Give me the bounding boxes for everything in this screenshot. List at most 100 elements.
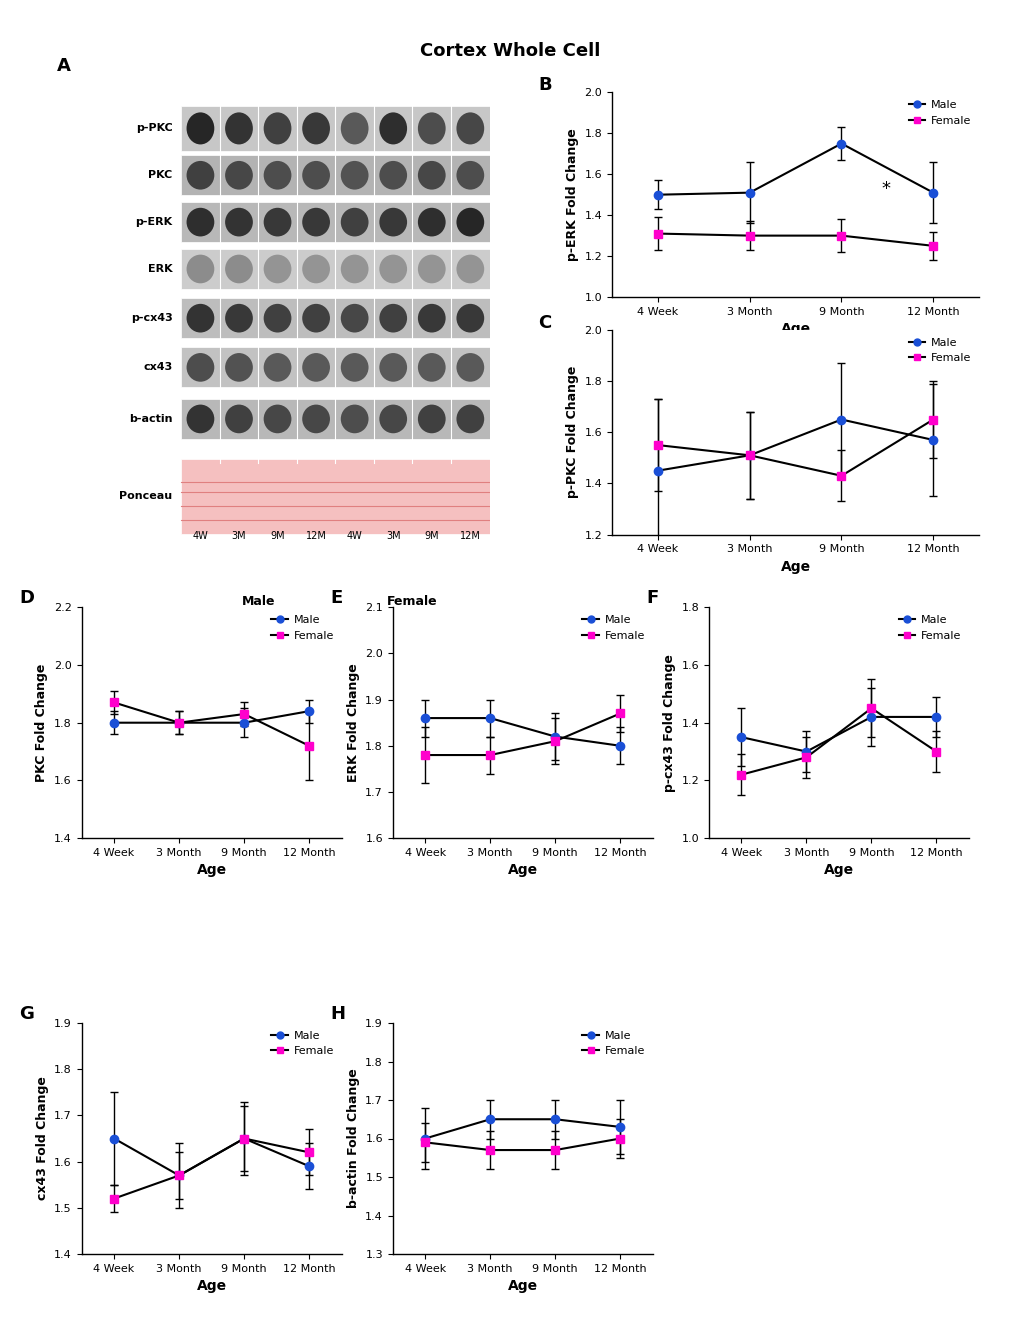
Text: p-cx43: p-cx43 bbox=[130, 313, 172, 323]
Legend: Male, Female: Male, Female bbox=[906, 335, 973, 366]
Text: A: A bbox=[57, 57, 70, 74]
Ellipse shape bbox=[418, 255, 445, 284]
Y-axis label: p-PKC Fold Change: p-PKC Fold Change bbox=[566, 366, 579, 499]
Ellipse shape bbox=[225, 352, 253, 381]
Text: Ponceau: Ponceau bbox=[119, 491, 172, 502]
Ellipse shape bbox=[186, 255, 214, 284]
Bar bbox=[181, 298, 489, 338]
Legend: Male, Female: Male, Female bbox=[269, 1028, 336, 1059]
Text: 9M: 9M bbox=[424, 531, 438, 541]
Text: C: C bbox=[538, 314, 551, 331]
Y-axis label: cx43 Fold Change: cx43 Fold Change bbox=[36, 1077, 49, 1200]
X-axis label: Age: Age bbox=[197, 863, 226, 878]
Ellipse shape bbox=[379, 304, 407, 333]
Ellipse shape bbox=[455, 207, 484, 236]
Ellipse shape bbox=[379, 161, 407, 190]
Text: H: H bbox=[330, 1005, 345, 1023]
Ellipse shape bbox=[418, 405, 445, 433]
Ellipse shape bbox=[418, 352, 445, 381]
Ellipse shape bbox=[340, 161, 368, 190]
Ellipse shape bbox=[455, 112, 484, 144]
Text: 3M: 3M bbox=[385, 531, 400, 541]
Text: Male: Male bbox=[242, 594, 275, 607]
X-axis label: Age: Age bbox=[197, 1279, 226, 1294]
Text: 9M: 9M bbox=[270, 531, 284, 541]
Text: G: G bbox=[19, 1005, 34, 1023]
Ellipse shape bbox=[302, 304, 330, 333]
Bar bbox=[181, 399, 489, 438]
X-axis label: Age: Age bbox=[507, 1279, 537, 1294]
X-axis label: Age: Age bbox=[507, 863, 537, 878]
Ellipse shape bbox=[263, 207, 291, 236]
Ellipse shape bbox=[418, 207, 445, 236]
Y-axis label: PKC Fold Change: PKC Fold Change bbox=[36, 664, 48, 781]
Text: cx43: cx43 bbox=[144, 363, 172, 372]
Ellipse shape bbox=[302, 405, 330, 433]
Ellipse shape bbox=[455, 255, 484, 284]
Ellipse shape bbox=[379, 207, 407, 236]
Text: Cortex Whole Cell: Cortex Whole Cell bbox=[420, 42, 599, 61]
Text: Female: Female bbox=[387, 594, 437, 607]
Y-axis label: p-ERK Fold Change: p-ERK Fold Change bbox=[566, 128, 579, 261]
Ellipse shape bbox=[418, 112, 445, 144]
Ellipse shape bbox=[340, 405, 368, 433]
X-axis label: Age: Age bbox=[780, 560, 810, 574]
Bar bbox=[181, 202, 489, 242]
Ellipse shape bbox=[379, 255, 407, 284]
Text: B: B bbox=[538, 77, 551, 94]
Y-axis label: p-cx43 Fold Change: p-cx43 Fold Change bbox=[662, 653, 676, 792]
Ellipse shape bbox=[225, 405, 253, 433]
Text: p-ERK: p-ERK bbox=[136, 216, 172, 227]
Legend: Male, Female: Male, Female bbox=[906, 98, 973, 128]
Text: E: E bbox=[330, 589, 342, 607]
Ellipse shape bbox=[455, 304, 484, 333]
Ellipse shape bbox=[340, 304, 368, 333]
Ellipse shape bbox=[302, 255, 330, 284]
Bar bbox=[181, 156, 489, 195]
Legend: Male, Female: Male, Female bbox=[580, 1028, 647, 1059]
Ellipse shape bbox=[263, 112, 291, 144]
Ellipse shape bbox=[455, 352, 484, 381]
Text: D: D bbox=[19, 589, 35, 607]
Ellipse shape bbox=[263, 304, 291, 333]
Ellipse shape bbox=[225, 207, 253, 236]
Ellipse shape bbox=[379, 112, 407, 144]
Ellipse shape bbox=[263, 161, 291, 190]
Text: ERK: ERK bbox=[148, 264, 172, 275]
Ellipse shape bbox=[340, 352, 368, 381]
Ellipse shape bbox=[418, 304, 445, 333]
Text: *: * bbox=[880, 180, 890, 198]
Ellipse shape bbox=[340, 255, 368, 284]
Ellipse shape bbox=[186, 112, 214, 144]
Ellipse shape bbox=[455, 161, 484, 190]
Ellipse shape bbox=[302, 207, 330, 236]
Ellipse shape bbox=[186, 405, 214, 433]
Ellipse shape bbox=[186, 352, 214, 381]
Ellipse shape bbox=[340, 207, 368, 236]
Text: F: F bbox=[646, 589, 658, 607]
Ellipse shape bbox=[302, 112, 330, 144]
Text: 12M: 12M bbox=[460, 531, 480, 541]
X-axis label: Age: Age bbox=[780, 322, 810, 337]
Ellipse shape bbox=[302, 161, 330, 190]
Legend: Male, Female: Male, Female bbox=[580, 612, 647, 643]
Ellipse shape bbox=[418, 161, 445, 190]
Ellipse shape bbox=[302, 352, 330, 381]
Ellipse shape bbox=[225, 255, 253, 284]
Text: p-PKC: p-PKC bbox=[136, 123, 172, 133]
Text: 3M: 3M bbox=[231, 531, 246, 541]
Ellipse shape bbox=[186, 207, 214, 236]
Ellipse shape bbox=[455, 405, 484, 433]
Ellipse shape bbox=[186, 161, 214, 190]
Bar bbox=[181, 347, 489, 387]
Ellipse shape bbox=[340, 112, 368, 144]
Text: b-actin: b-actin bbox=[129, 414, 172, 424]
Ellipse shape bbox=[225, 161, 253, 190]
Ellipse shape bbox=[263, 255, 291, 284]
Y-axis label: b-actin Fold Change: b-actin Fold Change bbox=[346, 1069, 360, 1208]
Ellipse shape bbox=[225, 112, 253, 144]
Bar bbox=[181, 459, 489, 533]
Text: 4W: 4W bbox=[346, 531, 362, 541]
Bar bbox=[181, 249, 489, 289]
Ellipse shape bbox=[186, 304, 214, 333]
